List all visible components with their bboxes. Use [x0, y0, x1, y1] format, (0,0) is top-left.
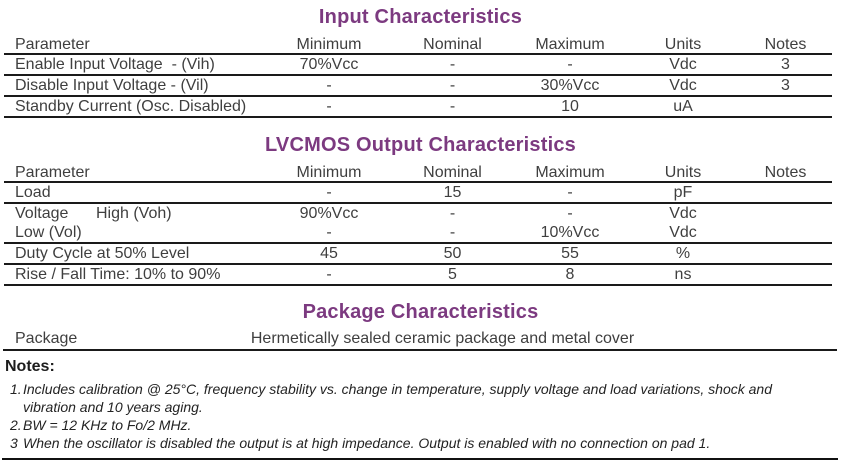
cell-parameter: Voltage High (Voh)	[4, 203, 266, 223]
cell-minimum: 70%Vcc	[299, 56, 359, 73]
table-header-row: Parameter Minimum Nominal Maximum Units …	[4, 36, 832, 54]
column-header-maximum: Maximum	[535, 164, 605, 181]
cell-nominal: -	[449, 205, 456, 222]
cell-nominal: -	[449, 98, 456, 115]
cell-nominal: 5	[448, 266, 457, 283]
note-text: BW = 12 KHz to Fo/2 MHz.	[23, 417, 192, 433]
cell-maximum: 10	[561, 98, 579, 115]
column-header-units: Units	[664, 164, 702, 181]
cell-nominal: -	[449, 56, 456, 73]
cell-notes	[739, 96, 832, 117]
cell-parameter: Standby Current (Osc. Disabled)	[15, 98, 247, 115]
package-value: Hermetically sealed ceramic package and …	[250, 330, 635, 347]
cell-units: Vdc	[669, 77, 697, 94]
column-header-nominal: Nominal	[423, 36, 482, 53]
cell-maximum: 55	[561, 245, 579, 262]
table-row-voltage-low: Low (Vol) - - 10%Vcc Vdc	[4, 223, 832, 243]
lvcmos-output-characteristics-table: Parameter Minimum Nominal Maximum Units …	[4, 164, 832, 286]
table-row: Duty Cycle at 50% Level 45 50 55 %	[4, 243, 832, 264]
column-header-parameter: Parameter	[15, 164, 90, 181]
cell-notes: 3	[781, 77, 790, 94]
cell-nominal: 15	[443, 184, 462, 201]
cell-nominal: 50	[443, 245, 462, 262]
cell-units: uA	[673, 98, 693, 115]
cell-parameter: Load	[15, 184, 51, 201]
cell-parameter: Low (Vol)	[15, 224, 82, 241]
cell-notes	[739, 223, 832, 243]
table-row: Standby Current (Osc. Disabled) - - 10 u…	[4, 96, 832, 117]
table-row: Enable Input Voltage - (Vih) 70%Vcc - - …	[4, 54, 832, 75]
table-header-row: Parameter Minimum Nominal Maximum Units …	[4, 164, 832, 182]
cell-notes	[739, 243, 832, 264]
package-parameter-label: Package	[15, 330, 78, 347]
input-characteristics-title: Input Characteristics	[318, 6, 523, 28]
column-header-maximum: Maximum	[535, 36, 605, 53]
note-number: 1.	[10, 381, 22, 397]
cell-notes	[739, 203, 832, 223]
cell-maximum: 8	[565, 266, 575, 283]
cell-units: %	[675, 245, 691, 262]
notes-section: Notes: 1. Includes calibration @ 25°C, f…	[0, 359, 841, 460]
cell-maximum: -	[567, 205, 573, 222]
cell-parameter: Enable Input Voltage - (Vih)	[15, 56, 215, 73]
voltage-group-label: Voltage	[15, 205, 69, 222]
notes-list: 1. Includes calibration @ 25°C, frequenc…	[10, 380, 841, 452]
cell-minimum: 90%Vcc	[299, 205, 359, 222]
package-row: Package Hermetically sealed ceramic pack…	[3, 329, 837, 351]
table-row: Disable Input Voltage - (Vil) - - 30%Vcc…	[4, 75, 832, 96]
table-row-voltage-high: Voltage High (Voh) 90%Vcc - - Vdc	[4, 203, 832, 223]
cell-minimum: -	[326, 266, 332, 283]
cell-minimum: 45	[320, 245, 338, 262]
column-header-minimum: Minimum	[296, 36, 362, 53]
note-number: 3	[10, 435, 18, 451]
lvcmos-output-characteristics-title: LVCMOS Output Characteristics	[264, 134, 577, 156]
cell-maximum: -	[567, 184, 573, 201]
cell-parameter: Disable Input Voltage - (Vil)	[15, 77, 209, 94]
notes-heading: Notes:	[5, 358, 55, 375]
note-text: When the oscillator is disabled the outp…	[23, 435, 711, 451]
voltage-high-label: High (Voh)	[96, 205, 172, 222]
note-item-2: 2. BW = 12 KHz to Fo/2 MHz.	[10, 416, 841, 434]
table-row: Load - 15 - pF	[4, 182, 832, 203]
column-header-notes: Notes	[764, 36, 807, 53]
note-text: Includes calibration @ 25°C, frequency s…	[23, 381, 773, 415]
column-header-parameter: Parameter	[15, 36, 90, 53]
column-header-notes: Notes	[764, 164, 807, 181]
cell-units: Vdc	[669, 56, 697, 73]
cell-units: Vdc	[669, 224, 697, 241]
cell-notes	[739, 264, 832, 285]
cell-notes	[739, 182, 832, 203]
column-header-minimum: Minimum	[296, 164, 362, 181]
cell-parameter: Rise / Fall Time: 10% to 90%	[15, 266, 221, 283]
cell-maximum: -	[567, 56, 573, 73]
cell-minimum: -	[326, 77, 332, 94]
bottom-divider	[2, 458, 838, 460]
note-number: 2.	[10, 417, 22, 433]
cell-minimum: -	[326, 224, 332, 241]
cell-nominal: -	[449, 77, 456, 94]
cell-nominal: -	[449, 224, 456, 241]
cell-units: pF	[673, 184, 693, 201]
column-header-nominal: Nominal	[423, 164, 482, 181]
cell-parameter: Duty Cycle at 50% Level	[15, 245, 190, 262]
note-item-3: 3 When the oscillator is disabled the ou…	[10, 434, 841, 452]
cell-minimum: -	[326, 98, 332, 115]
cell-notes: 3	[781, 56, 790, 73]
cell-minimum: -	[326, 184, 332, 201]
input-characteristics-table: Parameter Minimum Nominal Maximum Units …	[4, 36, 832, 118]
cell-units: ns	[674, 266, 692, 283]
cell-maximum: 30%Vcc	[540, 77, 600, 94]
package-characteristics-title: Package Characteristics	[302, 301, 539, 323]
table-row: Rise / Fall Time: 10% to 90% - 5 8 ns	[4, 264, 832, 285]
cell-maximum: 10%Vcc	[540, 224, 600, 241]
cell-units: Vdc	[669, 205, 697, 222]
column-header-units: Units	[664, 36, 702, 53]
note-item-1: 1. Includes calibration @ 25°C, frequenc…	[10, 380, 841, 416]
